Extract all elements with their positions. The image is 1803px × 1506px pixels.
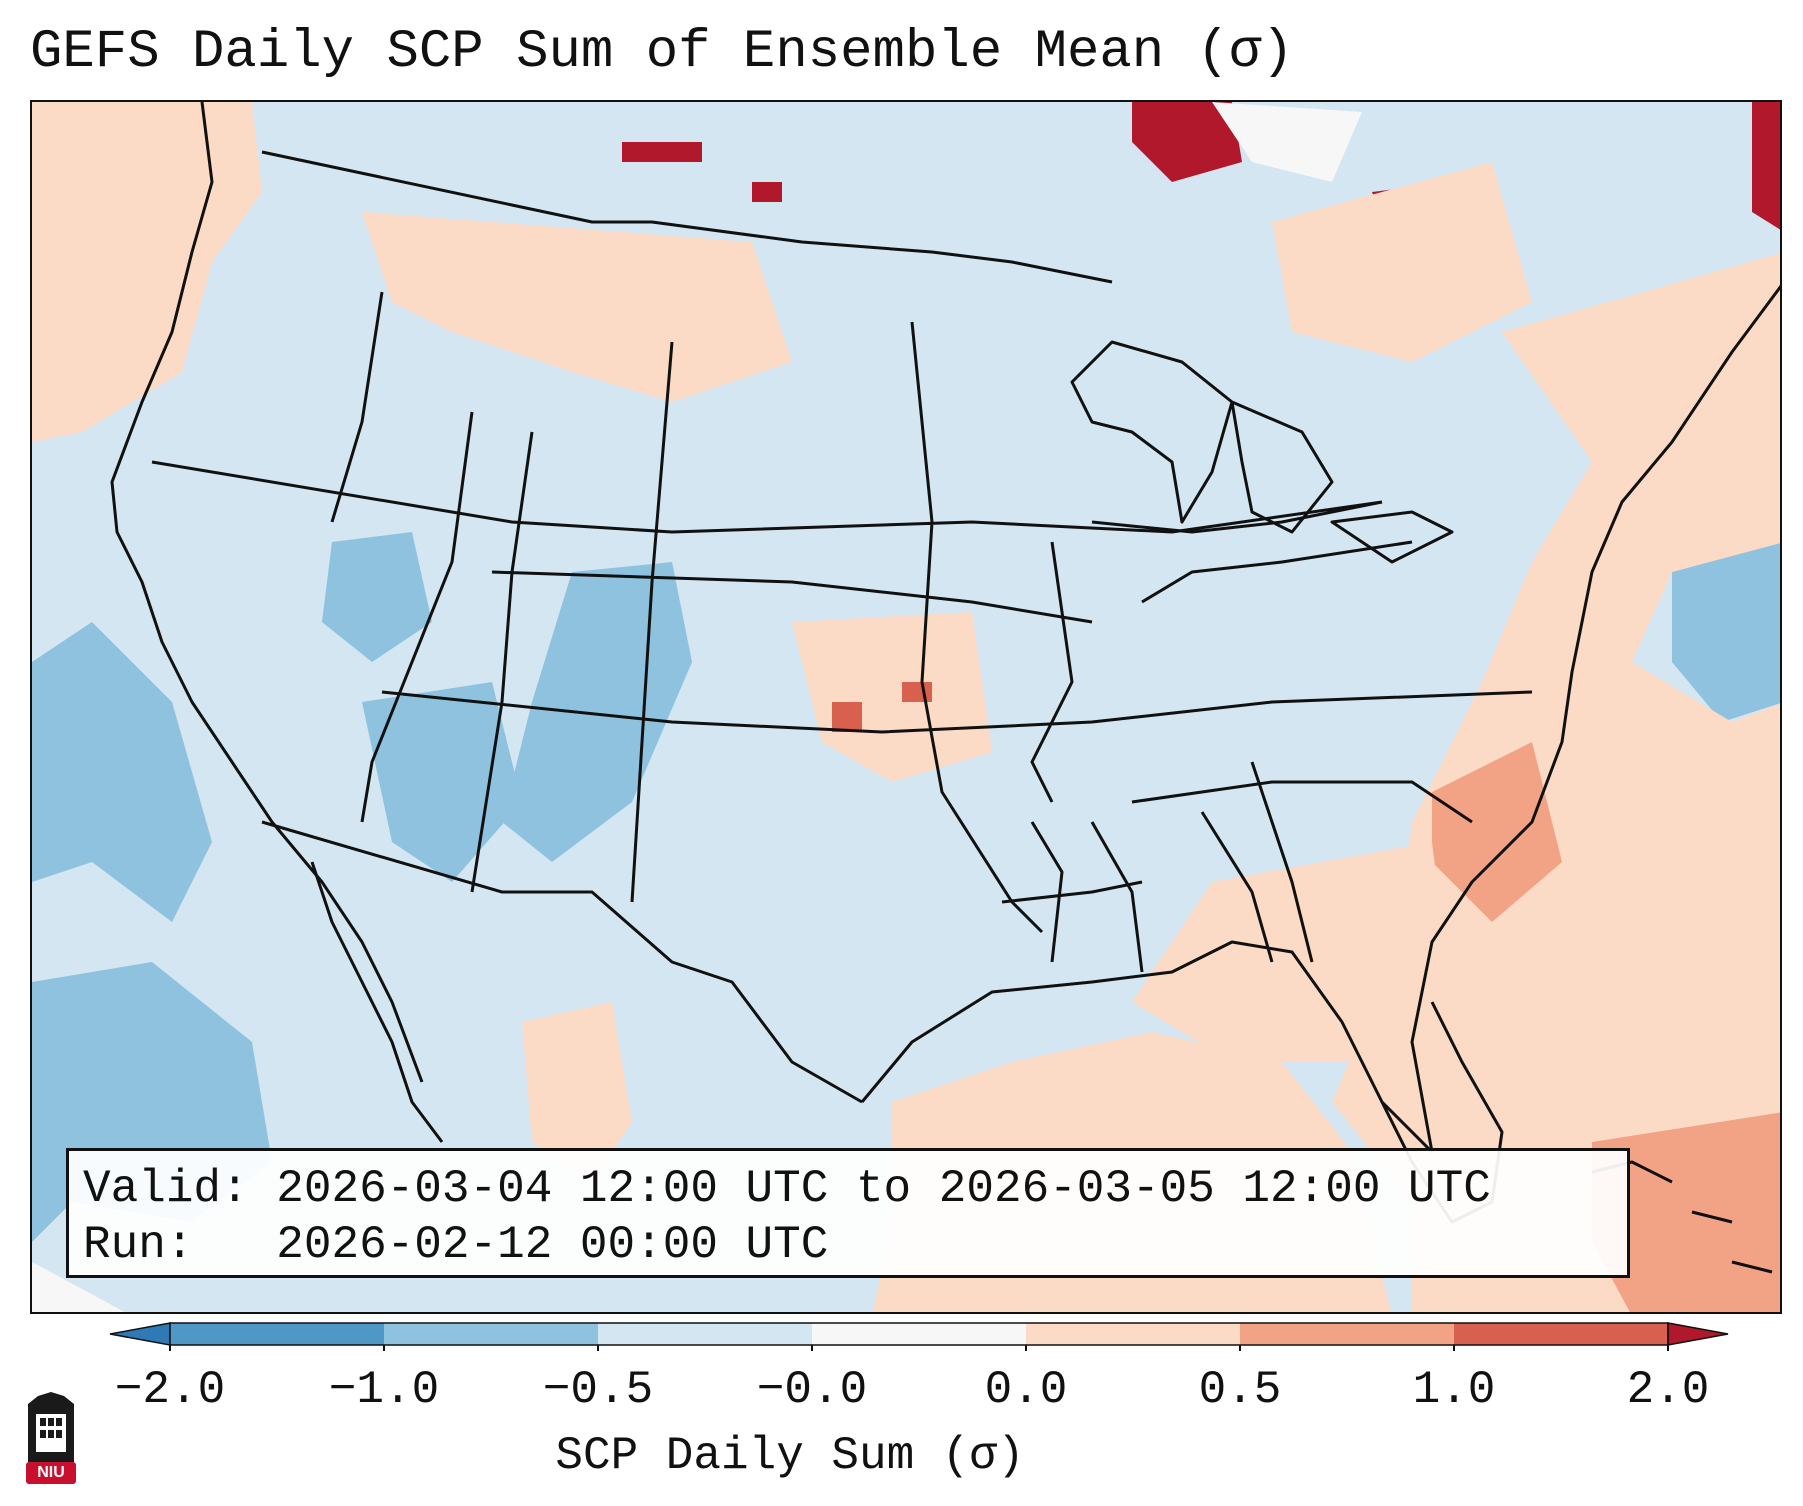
colorbar-tick-label: −2.0: [114, 1364, 226, 1416]
field-patch-pos-idaho-montana: [362, 212, 792, 402]
field-patch-pos-atlantic-coast: [1332, 253, 1780, 1312]
map-title: GEFS Daily SCP Sum of Ensemble Mean (σ): [30, 22, 1294, 83]
colorbar-tick-label: 0.5: [1198, 1364, 1282, 1416]
colorbar-tick-label: 1.0: [1412, 1364, 1496, 1416]
niu-tower-icon: [26, 1392, 76, 1484]
map-panel: [30, 100, 1782, 1314]
colorbar-segment: [598, 1323, 812, 1345]
colorbar-segment: [1026, 1323, 1240, 1345]
colorbar-tick-label: 2.0: [1626, 1364, 1710, 1416]
field-patch-extreme-saskatchewan: [622, 142, 782, 202]
field-patch-pos-kansas: [792, 612, 992, 782]
colorbar: [109, 1322, 1729, 1351]
colorbar-tick-label: −1.0: [328, 1364, 440, 1416]
field-patch-neg-four-corners: [502, 562, 692, 862]
coastline-gulf: [860, 940, 1434, 1154]
colorbar-outline: [169, 1322, 1669, 1346]
colorbar-segment: [384, 1323, 598, 1345]
run-value: 2026-02-12 00:00 UTC: [276, 1219, 829, 1271]
field-patch-neg-pacific: [32, 622, 212, 922]
state-lines: [151, 291, 1533, 973]
colorbar-extend-high: [1667, 1322, 1729, 1346]
colorbar-extend-low: [109, 1322, 171, 1346]
colorbar-segment: [170, 1323, 384, 1345]
coastline-west: [110, 102, 424, 1083]
field-layer: [32, 102, 1780, 1312]
colorbar-tick-label: 0.0: [984, 1364, 1068, 1416]
border-us-canada: [261, 150, 1113, 284]
field-patch-pos-texas-west: [522, 1002, 632, 1182]
valid-value: 2026-03-04 12:00 UTC to 2026-03-05 12:00…: [276, 1163, 1491, 1215]
field-patch-neutral-canada: [1212, 102, 1362, 182]
colorbar-segment: [1240, 1323, 1454, 1345]
colorbar-segment: [812, 1323, 1026, 1345]
field-patch-neg-atlantic: [1672, 543, 1780, 722]
niu-logo: NIU: [22, 1392, 80, 1488]
run-label: Run:: [83, 1219, 194, 1271]
great-lakes: [1070, 340, 1454, 564]
niu-logo-text: NIU: [37, 1464, 65, 1481]
boundary-layer: [110, 102, 1780, 1274]
valid-label: Valid:: [83, 1163, 249, 1215]
field-patch-pos-carolinas: [1432, 742, 1562, 922]
coastline-east: [1410, 284, 1780, 1153]
colorbar-tick-label: −0.5: [542, 1364, 654, 1416]
colorbar-title: SCP Daily Sum (σ): [555, 1430, 1025, 1482]
field-patch-high-kansas: [832, 682, 932, 732]
field-patch-pos-west-coast: [32, 102, 262, 442]
colorbar-segment: [1454, 1323, 1668, 1345]
field-patch-pos-canada-east: [1272, 162, 1532, 362]
valid-run-infobox: Valid: 2026-03-04 12:00 UTC to 2026-03-0…: [66, 1148, 1630, 1278]
field-patch-neutral-southwest: [32, 1262, 125, 1312]
field-patch-extreme-quebec: [1752, 102, 1780, 230]
field-patch-neg-nevada: [322, 532, 432, 662]
field-patch-neg-arizona: [362, 682, 522, 882]
border-us-mexico: [261, 820, 863, 1104]
scp-field-map: [32, 102, 1780, 1312]
colorbar-tick-label: −0.0: [756, 1364, 868, 1416]
coastline-baja: [310, 861, 444, 1143]
